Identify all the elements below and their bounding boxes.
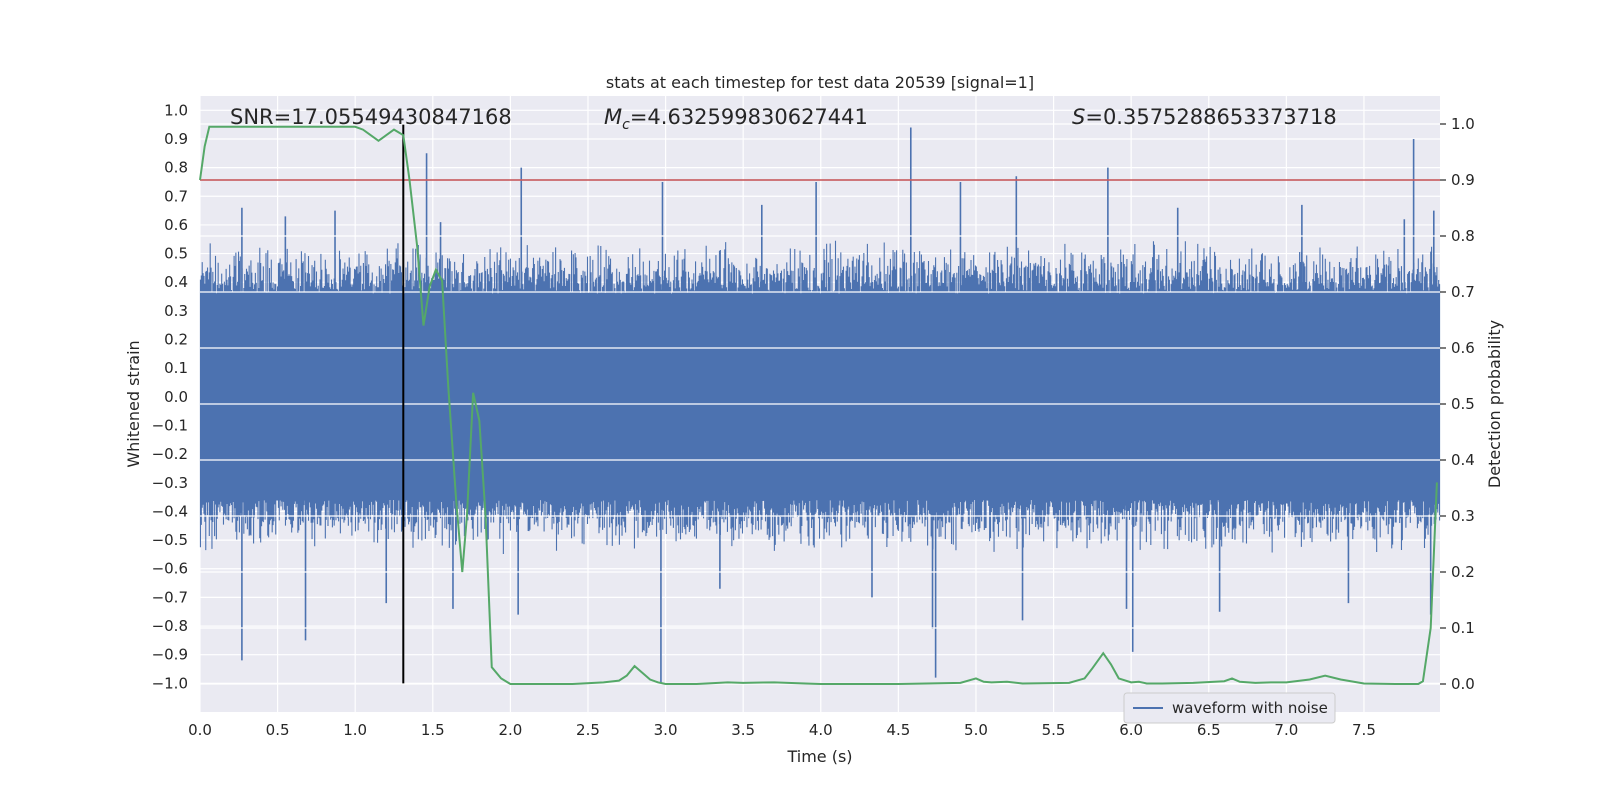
snr-annotation: SNR=17.05549430847168: [230, 105, 512, 129]
y-tick-label: −0.3: [152, 474, 188, 492]
y2-axis-label: Detection probability: [1485, 320, 1504, 488]
legend: waveform with noise: [1123, 692, 1336, 724]
y-tick-label: 1.0: [164, 101, 188, 119]
y-tick-label: −0.4: [152, 502, 188, 520]
x-tick-labels: 0.0 0.5 1.0 1.5 2.0 2.5 3.0 3.5 4.0 4.5 5.0 5.5 6.0 6…: [188, 721, 1376, 739]
probability-series: [199, 125, 1438, 685]
legend-label: waveform with noise: [1172, 699, 1328, 717]
y2-tick-label: 0.6: [1451, 339, 1475, 357]
chirp-mass-symbol: M: [604, 105, 622, 129]
s-value: =0.3575288653373718: [1085, 105, 1336, 129]
y-tick-label: −0.6: [152, 560, 188, 578]
x-tick-label: 1.5: [421, 721, 445, 739]
y-tick-label: 0.3: [164, 302, 188, 320]
x-axis-label: Time (s): [786, 747, 852, 766]
y-tick-label: 0.4: [164, 273, 188, 291]
y-tick-label: −1.0: [152, 674, 188, 692]
y-tick-label: −0.7: [152, 588, 188, 606]
y2-tick-label: 0.8: [1451, 227, 1475, 245]
s-annotation: S=0.3575288653373718: [1072, 105, 1337, 129]
y-tick-label: 0.6: [164, 216, 188, 234]
probability-line: [199, 125, 1438, 685]
x-tick-label: 1.0: [343, 721, 367, 739]
y2-tick-label: 0.1: [1451, 619, 1475, 637]
x-tick-label: 4.0: [809, 721, 833, 739]
y-tick-label: −0.9: [152, 646, 188, 664]
x-tick-label: 7.5: [1352, 721, 1376, 739]
y2-tick-label: 0.3: [1451, 507, 1475, 525]
y-tick-label: 0.8: [164, 159, 188, 177]
y-tick-label: 0.9: [164, 130, 188, 148]
x-tick-label: 3.0: [654, 721, 678, 739]
y-tick-label: −0.2: [152, 445, 188, 463]
y-tick-labels: 1.0 0.9 0.8 0.7 0.6 0.5 0.4 0.3 0.2 0.1 0.0 −0.1 −0.…: [152, 101, 188, 692]
chart-title: stats at each timestep for test data 205…: [606, 73, 1034, 92]
x-tick-label: 2.5: [576, 721, 600, 739]
chirp-mass-annotation: Mc=4.632599830627441: [604, 105, 868, 133]
chirp-mass-subscript: c: [622, 117, 630, 133]
x-tick-label: 0.0: [188, 721, 212, 739]
waveform-spikes: [241, 127, 1435, 684]
y-tick-label: 0.7: [164, 187, 188, 205]
y2-tick-label: 0.7: [1451, 283, 1475, 301]
chirp-mass-value: =4.632599830627441: [630, 105, 868, 129]
legend-box: [1123, 692, 1336, 724]
y-tick-label: 0.0: [164, 388, 188, 406]
x-tick-label: 5.0: [964, 721, 988, 739]
x-tick-label: 7.0: [1274, 721, 1298, 739]
x-tick-label: 6.5: [1197, 721, 1221, 739]
s-symbol: S: [1072, 105, 1085, 129]
y-tick-label: −0.8: [152, 617, 188, 635]
y-tick-label: −0.5: [152, 531, 188, 549]
x-tick-label: 2.0: [498, 721, 522, 739]
x-tick-label: 5.5: [1042, 721, 1066, 739]
y2-tick-label: 0.9: [1451, 171, 1475, 189]
y-axis-label: Whitened strain: [124, 340, 143, 467]
y-tick-label: 0.5: [164, 245, 188, 263]
x-tick-label: 3.5: [731, 721, 755, 739]
y2-tick-label: 0.5: [1451, 395, 1475, 413]
y2-tick-label: 0.4: [1451, 451, 1475, 469]
y2-tick-label: 0.2: [1451, 563, 1475, 581]
x-tick-label: 6.0: [1119, 721, 1143, 739]
y2-tick-label: 0.0: [1451, 675, 1475, 693]
y2-tick-labels: 1.0 0.9 0.8 0.7 0.6 0.5 0.4 0.3 0.2 0.1 0.0: [1440, 115, 1475, 693]
x-tick-label: 4.5: [886, 721, 910, 739]
x-tick-label: 0.5: [266, 721, 290, 739]
y-tick-label: 0.2: [164, 331, 188, 349]
y-tick-label: 0.1: [164, 359, 188, 377]
y2-tick-label: 1.0: [1451, 115, 1475, 133]
y-tick-label: −0.1: [152, 416, 188, 434]
